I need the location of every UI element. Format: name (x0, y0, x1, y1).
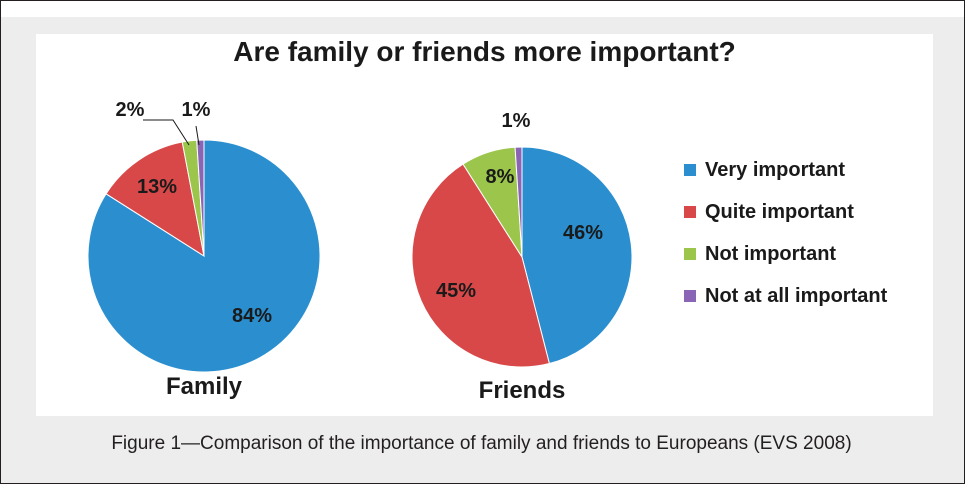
pie-slice-2 (411, 163, 550, 368)
data-label: 45% (436, 280, 476, 302)
legend-label: Not important (705, 242, 837, 265)
pie-slice-2 (105, 141, 205, 258)
pie-name: Family (166, 373, 243, 400)
legend-swatch (684, 248, 696, 260)
legend-item-very-important: Very important (684, 159, 845, 181)
data-label: 13% (137, 176, 177, 198)
legend-item-not-at-all-important: Not at all important (684, 285, 887, 307)
data-label: 8% (486, 166, 515, 188)
chart-title: Are family or friends more important? (233, 36, 736, 67)
data-label: 84% (232, 305, 272, 327)
leader-line (143, 119, 190, 146)
legend-swatch (684, 290, 696, 302)
data-label: 2% (116, 99, 145, 121)
legend-item-not-important: Not important (684, 243, 836, 265)
legend-label: Very important (705, 158, 846, 181)
pie-slice-4 (514, 146, 523, 258)
pie-family: 84% 13% 2% 1% Family (87, 99, 321, 400)
pie-slice-4 (196, 139, 205, 257)
legend-label: Quite important (705, 200, 854, 223)
figure-header-band (1, 1, 964, 17)
data-label: 1% (182, 99, 211, 121)
legend-item-quite-important: Quite important (684, 201, 854, 223)
legend-label: Not at all important (705, 284, 888, 307)
data-label: 1% (502, 110, 531, 132)
pie-friends: 46% 45% 8% 1% Friends (411, 110, 633, 404)
legend-swatch (684, 206, 696, 218)
figure-caption: Figure 1—Comparison of the importance of… (111, 433, 852, 454)
pie-slice-1 (521, 146, 633, 365)
pie-name: Friends (479, 377, 566, 404)
data-label: 46% (563, 222, 603, 244)
leader-line (195, 125, 200, 146)
legend-swatch (684, 164, 696, 176)
